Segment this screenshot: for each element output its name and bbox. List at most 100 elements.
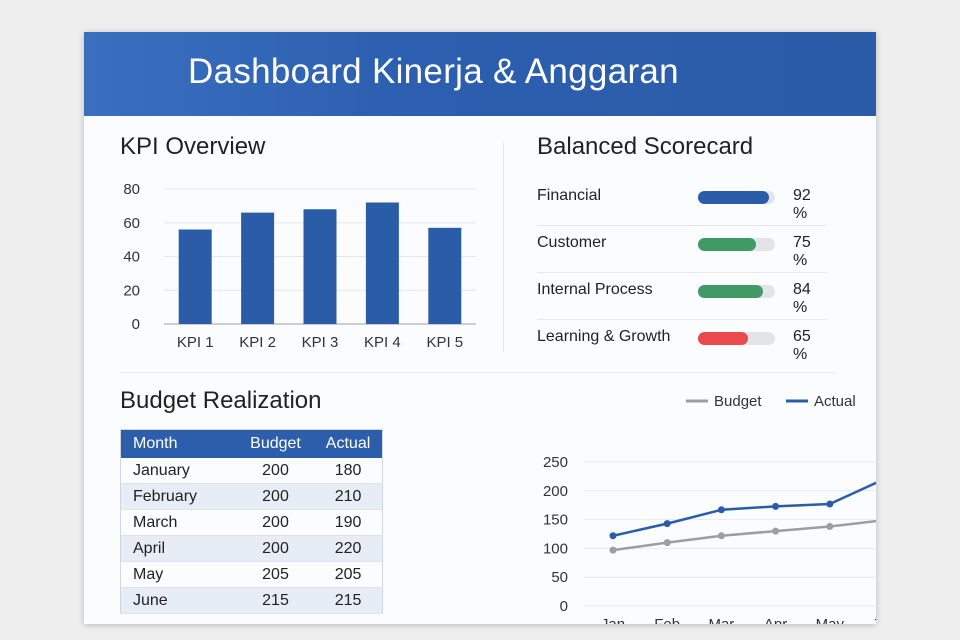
cell-budget: 200	[262, 513, 289, 531]
x-tick-label: May	[816, 616, 845, 624]
y-tick-label: 20	[123, 282, 140, 299]
dashboard-card: Dashboard Kinerja & Anggaran KPI Overvie…	[84, 32, 876, 624]
scorecard-progress-fill	[698, 191, 769, 204]
data-point	[609, 532, 617, 540]
scorecard-progress-track	[698, 238, 775, 251]
cell-month: January	[133, 461, 190, 479]
data-point	[826, 500, 834, 508]
table-row: June 215 215	[120, 587, 383, 614]
table-row: March 200 190	[120, 510, 383, 536]
series-line	[612, 519, 876, 552]
x-tick-label: KPI 4	[364, 334, 401, 351]
page-title: Dashboard Kinerja & Anggaran	[188, 52, 679, 91]
y-tick-label: 200	[543, 483, 568, 500]
cell-month: May	[133, 565, 164, 583]
scorecard-row: Internal Process 84 %	[537, 273, 827, 320]
scorecard-progress-track	[698, 191, 775, 204]
data-point	[772, 527, 780, 535]
y-tick-label: 50	[551, 569, 568, 586]
cell-budget: 200	[236, 535, 315, 562]
column-header-month: Month	[120, 429, 237, 458]
y-tick-label: 0	[560, 598, 568, 615]
x-tick-label: Jan	[601, 616, 625, 624]
cell-actual: 190	[334, 513, 362, 531]
data-point	[663, 520, 671, 528]
x-tick-label: KPI 2	[239, 334, 276, 351]
cell-month: February	[120, 483, 237, 510]
scorecard-label: Financial	[537, 187, 602, 204]
legend-label: Actual	[814, 393, 856, 410]
scorecard-row: Learning & Growth 65 %	[537, 320, 827, 367]
cell-actual: 220	[314, 535, 383, 562]
data-point	[826, 523, 834, 531]
scorecard-progress-track	[698, 285, 775, 298]
cell-budget: 205	[262, 565, 289, 583]
kpi-section-title: KPI Overview	[120, 133, 266, 160]
cell-budget: 200	[262, 461, 289, 479]
scorecard-value: 65 %	[793, 328, 811, 363]
y-tick-label: 0	[132, 316, 140, 333]
cell-budget: 215	[236, 587, 315, 614]
cell-actual: 210	[314, 483, 383, 510]
scorecard-value: 84 %	[793, 281, 811, 316]
bar	[303, 209, 337, 324]
scorecard-row: Financial 92 %	[537, 179, 827, 226]
row-divider	[537, 225, 827, 226]
x-tick-label: KPI 3	[302, 334, 339, 351]
x-tick-label: KPI 1	[177, 334, 214, 351]
x-tick-label: KPI 5	[426, 334, 463, 351]
x-tick-label: Mar	[708, 616, 734, 624]
scorecard-section-title: Balanced Scorecard	[537, 133, 754, 160]
column-header-budget: Budget	[236, 429, 315, 458]
table-row: January 200 180	[120, 458, 383, 484]
table-row: April 200 220	[120, 535, 383, 562]
budget-line-chart: 0 50 100 150 200 250 Jan Feb Mar Apr May Jun Budget A…	[543, 393, 876, 624]
data-point	[772, 502, 780, 510]
y-tick-label: 250	[543, 454, 568, 471]
y-tick-label: 60	[123, 215, 140, 232]
x-tick-label: Jun	[872, 616, 876, 624]
data-point	[663, 539, 671, 547]
section-divider-vertical	[503, 142, 504, 352]
cell-actual: 215	[314, 587, 383, 614]
bar	[178, 229, 212, 324]
section-divider-horizontal	[120, 372, 836, 373]
budget-table: Month Budget Actual January 200 180 Febr…	[120, 429, 383, 614]
scorecard-label: Customer	[537, 234, 607, 251]
x-tick-label: Feb	[654, 616, 680, 624]
bar	[365, 202, 399, 324]
scorecard-progress-fill	[698, 285, 763, 298]
legend-label: Budget	[714, 393, 762, 410]
y-tick-label: 80	[123, 181, 140, 198]
scorecard-progress-fill	[698, 238, 756, 251]
cell-budget: 200	[236, 483, 315, 510]
scorecard-progress-track	[698, 332, 775, 345]
series-line	[612, 481, 876, 537]
table-row: May 205 205	[120, 562, 383, 588]
y-tick-label: 100	[543, 540, 568, 557]
data-point	[717, 532, 725, 540]
kpi-bar-chart: 0 20 40 60 80 KPI 1 KPI 2 KPI 3 KPI 4 KPI 5	[123, 181, 476, 351]
x-tick-label: Apr	[764, 616, 787, 624]
bar	[241, 212, 275, 324]
y-tick-label: 150	[543, 512, 568, 529]
budget-section-title: Budget Realization	[120, 387, 322, 414]
scorecard-value: 92 %	[793, 187, 811, 222]
scorecard-value: 75 %	[793, 234, 811, 269]
row-divider	[537, 319, 827, 320]
bar	[428, 227, 462, 324]
y-tick-label: 40	[123, 249, 140, 266]
row-divider	[537, 272, 827, 273]
cell-month: March	[133, 513, 178, 531]
data-point	[609, 546, 617, 554]
cell-month: June	[120, 587, 237, 614]
cell-actual: 205	[334, 565, 362, 583]
scorecard-label: Learning & Growth	[537, 328, 671, 345]
table-row: February 200 210	[120, 483, 383, 510]
cell-month: April	[120, 535, 237, 562]
cell-actual: 180	[334, 461, 362, 479]
data-point	[717, 506, 725, 514]
scorecard-label: Internal Process	[537, 281, 653, 298]
header-bar: Dashboard Kinerja & Anggaran	[84, 32, 876, 116]
scorecard-row: Customer 75 %	[537, 226, 827, 273]
